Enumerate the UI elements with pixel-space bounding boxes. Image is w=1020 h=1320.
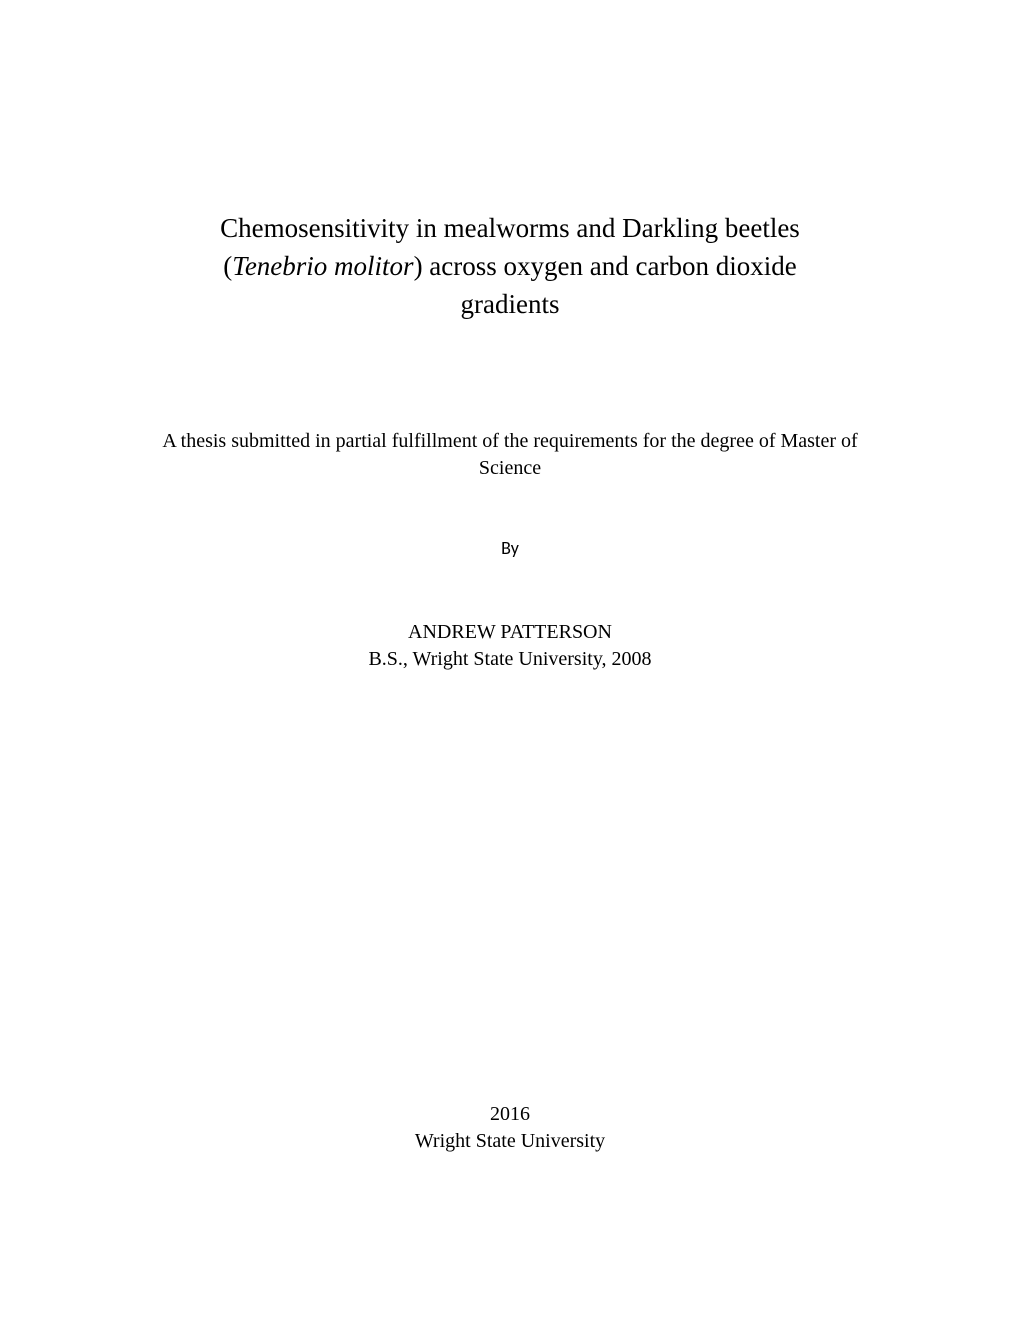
title-line-1: Chemosensitivity in mealworms and Darkli… bbox=[130, 210, 890, 248]
thesis-subtitle: A thesis submitted in partial fulfillmen… bbox=[130, 428, 890, 482]
title-species-name: Tenebrio molitor bbox=[232, 251, 413, 281]
thesis-title: Chemosensitivity in mealworms and Darkli… bbox=[130, 210, 890, 323]
title-paren-open: ( bbox=[223, 251, 232, 281]
footer-block: 2016 Wright State University bbox=[0, 1101, 1020, 1155]
by-label: By bbox=[130, 537, 890, 559]
footer-institution: Wright State University bbox=[415, 1130, 605, 1152]
subtitle-line-1: A thesis submitted in partial fulfillmen… bbox=[162, 430, 857, 452]
title-line-2: (Tenebrio molitor) across oxygen and car… bbox=[130, 248, 890, 286]
author-degree: B.S., Wright State University, 2008 bbox=[368, 648, 651, 670]
subtitle-line-2: Science bbox=[479, 457, 541, 479]
footer-year: 2016 bbox=[490, 1103, 530, 1125]
author-block: ANDREW PATTERSON B.S., Wright State Univ… bbox=[130, 619, 890, 673]
title-line-3: gradients bbox=[130, 286, 890, 324]
title-line-2-post: ) across oxygen and carbon dioxide bbox=[414, 251, 797, 281]
author-name: ANDREW PATTERSON bbox=[408, 621, 612, 643]
